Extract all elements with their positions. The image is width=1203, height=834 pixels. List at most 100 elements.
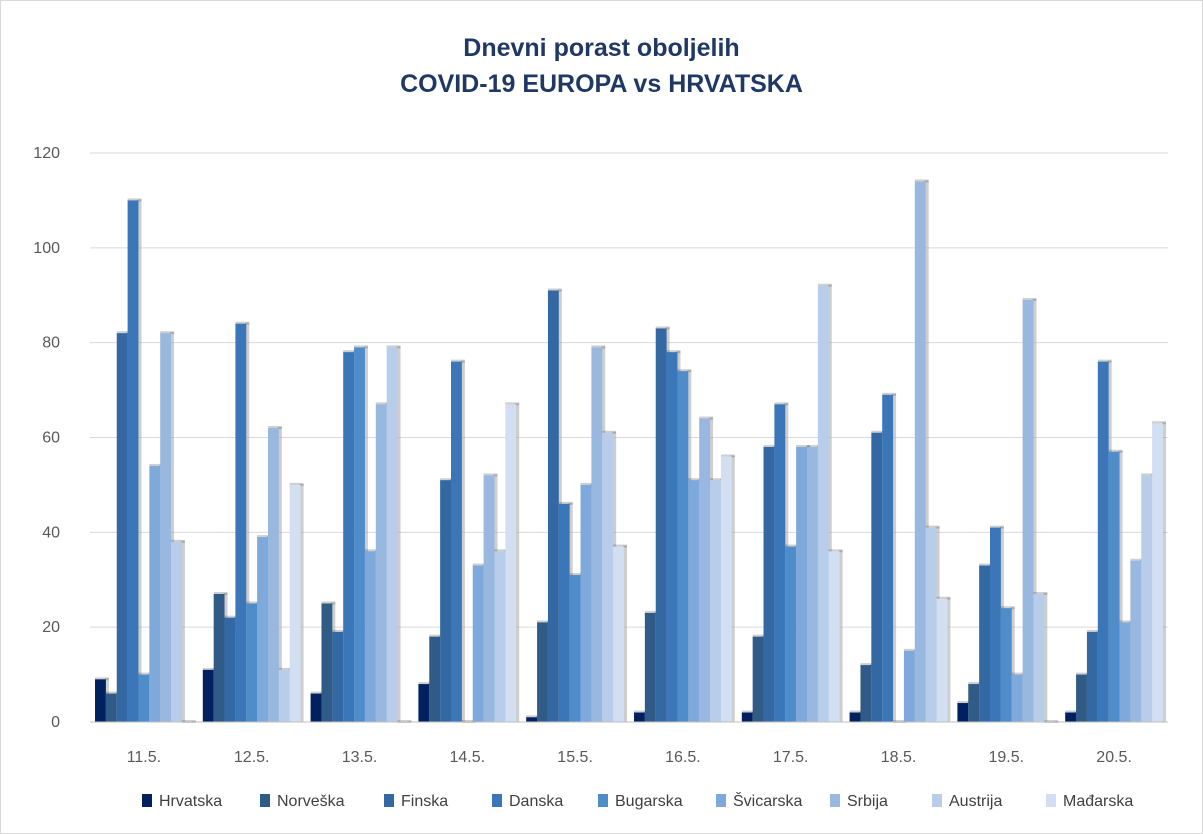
bar-side bbox=[277, 427, 282, 722]
legend-swatch bbox=[1046, 794, 1056, 807]
bar bbox=[418, 684, 430, 722]
bar bbox=[235, 323, 247, 722]
x-tick-label: 17.5. bbox=[773, 749, 809, 766]
bar-side bbox=[1010, 607, 1015, 722]
chart-title: Dnevni porast oboljelih COVID-19 EUROPA … bbox=[0, 30, 1203, 102]
bar-cap bbox=[278, 667, 293, 671]
legend-label: Austrija bbox=[949, 793, 1002, 810]
bar-cap bbox=[440, 478, 454, 482]
legend-label: Norveška bbox=[277, 793, 345, 810]
bar-cap bbox=[310, 691, 325, 695]
y-axis: 0 20 40 60 80 100 120 bbox=[33, 145, 60, 731]
bar bbox=[451, 361, 462, 722]
bar bbox=[817, 285, 829, 722]
legend-item: Austrija bbox=[932, 793, 1002, 810]
bar bbox=[677, 371, 689, 722]
legend-item: Srbija bbox=[830, 793, 888, 810]
bar bbox=[171, 541, 182, 722]
bar bbox=[699, 418, 711, 722]
bar-cap bbox=[1152, 421, 1166, 425]
bar bbox=[278, 669, 290, 722]
bar-cap bbox=[472, 563, 487, 567]
bar-cap bbox=[116, 331, 131, 335]
bar-cap bbox=[95, 677, 109, 681]
legend-swatch bbox=[716, 794, 726, 807]
bar-cap bbox=[968, 682, 983, 686]
bar bbox=[289, 484, 301, 722]
legend-label: Švicarska bbox=[733, 791, 802, 810]
x-axis: 11.5. 12.5. 13.5. 14.5. 15.5. 16.5. 17.5. 18.5.… bbox=[90, 721, 1168, 766]
bar-cap bbox=[289, 482, 304, 486]
bar-cap bbox=[127, 198, 142, 202]
bar-cap bbox=[1108, 449, 1123, 453]
bar bbox=[537, 622, 548, 722]
x-tick-label: 12.5. bbox=[234, 749, 270, 766]
bar-cap bbox=[494, 549, 509, 553]
bar-cap bbox=[634, 710, 648, 714]
x-tick-label: 15.5. bbox=[557, 749, 593, 766]
legend-item: Norveška bbox=[260, 793, 345, 810]
bar bbox=[903, 650, 915, 722]
bar bbox=[807, 446, 818, 722]
legend-swatch bbox=[830, 794, 840, 807]
legend-item: Bugarska bbox=[598, 793, 683, 810]
bar-cap bbox=[364, 549, 379, 553]
bar-cap bbox=[1076, 672, 1090, 676]
bar bbox=[763, 446, 775, 722]
bar-cap bbox=[807, 444, 821, 448]
bar bbox=[752, 636, 764, 722]
chart-title-line2: COVID-19 EUROPA vs HRVATSKA bbox=[400, 70, 803, 98]
bar bbox=[613, 546, 624, 722]
legend-label: Mađarska bbox=[1063, 793, 1133, 810]
bar-cap bbox=[979, 563, 993, 567]
bar-cap bbox=[171, 539, 185, 543]
legend-label: Srbija bbox=[847, 793, 888, 810]
bar-side bbox=[363, 346, 368, 722]
bar bbox=[364, 551, 376, 722]
y-tick-label: 60 bbox=[42, 430, 60, 447]
bar bbox=[160, 333, 172, 722]
bar bbox=[1033, 593, 1045, 722]
bar bbox=[505, 404, 517, 722]
bar-side bbox=[827, 284, 832, 722]
legend-label: Hrvatska bbox=[159, 793, 222, 810]
bar bbox=[213, 593, 225, 722]
bar-cap bbox=[591, 345, 606, 349]
bar bbox=[741, 712, 753, 722]
bar-cap bbox=[763, 444, 778, 448]
bar bbox=[1022, 299, 1034, 722]
bar bbox=[882, 394, 894, 722]
bar-side bbox=[460, 360, 465, 722]
bar-cap bbox=[1065, 710, 1080, 714]
bar bbox=[354, 347, 365, 722]
bar bbox=[472, 565, 484, 722]
bar-cap bbox=[213, 591, 228, 595]
bar bbox=[149, 465, 161, 722]
bar bbox=[440, 480, 451, 722]
bar-cap bbox=[741, 710, 756, 714]
bar-cap bbox=[386, 345, 401, 349]
bar bbox=[957, 703, 969, 722]
bar-cap bbox=[354, 345, 368, 349]
bar bbox=[224, 617, 236, 722]
bar bbox=[257, 537, 268, 722]
bar-cap bbox=[817, 283, 832, 287]
x-tick-label: 19.5. bbox=[989, 749, 1025, 766]
bar bbox=[547, 290, 559, 722]
bar bbox=[785, 546, 797, 722]
bar-cap bbox=[860, 663, 875, 667]
bar-side bbox=[515, 403, 520, 722]
legend-item: Mađarska bbox=[1046, 793, 1133, 810]
bar-cap bbox=[537, 620, 551, 624]
bar-cap bbox=[849, 710, 864, 714]
bar bbox=[774, 404, 786, 722]
bar-cap bbox=[526, 715, 541, 719]
bar bbox=[796, 446, 807, 722]
legend-label: Bugarska bbox=[615, 793, 683, 810]
bar-cap bbox=[785, 544, 800, 548]
bar bbox=[634, 712, 645, 722]
bar-cap bbox=[235, 321, 250, 325]
bar bbox=[526, 717, 538, 722]
y-tick-label: 40 bbox=[42, 524, 60, 541]
bar-cap bbox=[1022, 297, 1037, 301]
